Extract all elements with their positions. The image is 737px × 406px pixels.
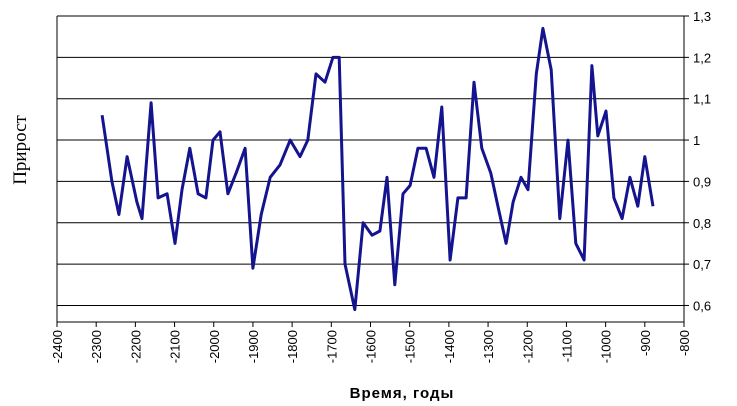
x-tick-label: -2300: [89, 330, 104, 363]
x-tick-label: -1200: [520, 330, 535, 363]
x-tick-label: -1100: [559, 330, 574, 362]
x-tick-label: -2100: [168, 330, 183, 363]
x-tick-label: -800: [677, 330, 692, 356]
y-tick-label: 0,9: [693, 174, 711, 189]
x-tick-label: -1700: [324, 330, 339, 363]
x-tick-label: -1800: [285, 330, 300, 363]
y-tick-label: 0,7: [693, 257, 711, 272]
y-tick-label: 1: [693, 133, 700, 148]
x-axis-label: Время, годы: [350, 385, 455, 402]
x-tick-label: -1300: [481, 330, 496, 363]
x-tick-label: -2400: [50, 330, 65, 363]
x-tick-label: -1500: [403, 330, 418, 363]
y-tick-label: 0,6: [693, 298, 711, 313]
y-axis-label: Прирост: [10, 115, 31, 185]
x-tick-label: -1600: [364, 330, 379, 363]
y-tick-label: 1,3: [693, 9, 711, 24]
y-tick-label: 0,8: [693, 216, 711, 231]
x-tick-label: -2000: [207, 330, 222, 363]
x-tick-label: -1400: [442, 330, 457, 363]
data-line: [100, 26, 655, 312]
y-tick-label: 1,1: [693, 92, 711, 107]
x-tick-label: -1900: [246, 330, 261, 363]
x-tick-label: -900: [638, 330, 653, 356]
x-tick-label: -1000: [599, 330, 614, 363]
y-tick-label: 1,2: [693, 50, 711, 65]
x-tick-label: -2200: [128, 330, 143, 363]
